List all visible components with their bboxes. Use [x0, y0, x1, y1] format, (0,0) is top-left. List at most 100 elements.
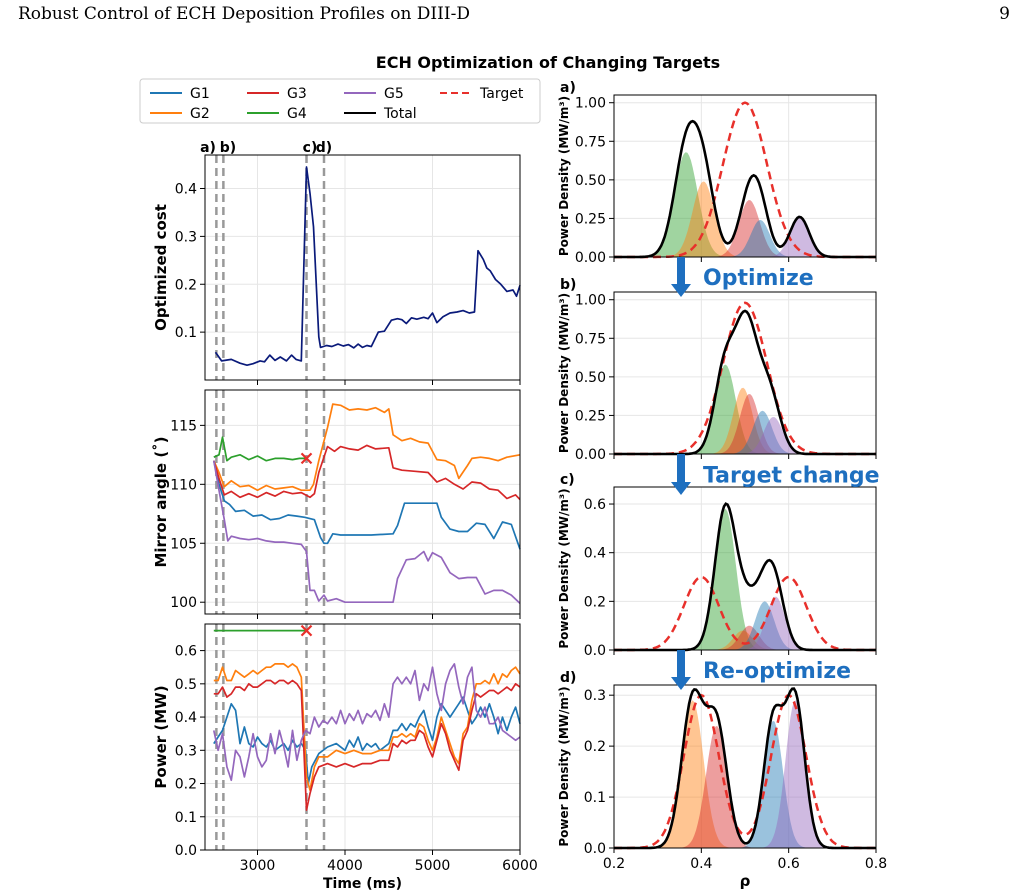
panel-b-ylabel: Power Density (MW/m³)	[557, 293, 571, 453]
panel-b-ytick-label: 0.25	[575, 408, 606, 424]
power-series-g1	[213, 696, 521, 785]
angle-ytick-label: 115	[170, 418, 197, 434]
angle-series-g3	[212, 444, 521, 501]
panel-d-ytick-label: 0.2	[584, 739, 606, 755]
panel-d-fill-g2	[614, 700, 876, 848]
panel-a-fill-g4	[614, 152, 876, 257]
angle-series-g4	[213, 436, 307, 462]
panel-d-ytick-label: 0.1	[584, 790, 606, 806]
panel-a-axes-frame	[613, 94, 877, 258]
panel-d-total	[614, 687, 876, 850]
running-title: Robust Control of ECH Deposition Profile…	[18, 4, 470, 24]
angle-ytick-label: 110	[170, 477, 197, 493]
cost-ytick-label: 0.1	[175, 325, 197, 341]
arrow-label-1: Optimize	[703, 266, 814, 291]
power-series-g3	[213, 679, 521, 811]
legend-label-total: Total	[383, 106, 417, 122]
panel-d-target	[614, 693, 876, 850]
power-ytick-label: 0.6	[175, 644, 197, 660]
power-ytick-label: 0.3	[175, 743, 197, 759]
power-xtick-label: 4000	[327, 858, 363, 874]
arrow-shaft-1	[677, 257, 685, 285]
panel-d-label: d)	[560, 670, 576, 686]
panel-a-ytick-label: 0.25	[575, 211, 606, 227]
panel-d-xtick-label: 0.6	[778, 856, 800, 872]
panel-a-ylabel: Power Density (MW/m³)	[557, 96, 571, 256]
panel-d-ytick-label: 0.3	[584, 688, 606, 704]
angle-x-marker	[300, 452, 313, 465]
panel-a-fill-g3	[614, 200, 876, 257]
panel-c-fill-g3	[614, 625, 876, 650]
panel-b-ytick-label: 0.00	[575, 447, 606, 463]
angle-series-g5	[212, 460, 521, 605]
panel-d-xtick-label: 0.2	[603, 856, 625, 872]
panel-c-ytick-label: 0.2	[584, 594, 606, 610]
cost-axes-frame	[204, 154, 521, 381]
panel-a-label: a)	[560, 80, 576, 96]
panel-c-ytick-label: 0.4	[584, 546, 606, 562]
running-header: Robust Control of ECH Deposition Profile…	[18, 4, 1010, 26]
cost-series-cost	[214, 166, 521, 367]
figure-title: ECH Optimization of Changing Targets	[376, 53, 720, 72]
power-xtick-label: 3000	[240, 858, 276, 874]
legend-label-g4: G4	[287, 106, 307, 122]
panel-a-fill-g5	[614, 216, 876, 257]
arrow-shaft-2	[677, 454, 685, 483]
legend: G1 G3 G5 Target G2 G4 Total	[139, 78, 541, 124]
power-ytick-label: 0.2	[175, 777, 197, 793]
cost-ytick-label: 0.2	[175, 277, 197, 293]
panel-b-axes-frame	[613, 291, 877, 455]
power-xtick-label: 5000	[415, 858, 451, 874]
panel-a-ytick-label: 1.00	[575, 96, 606, 112]
panel-c-ylabel: Power Density (MW/m³)	[557, 488, 571, 648]
angle-ylabel: Mirror angle (˚)	[152, 436, 170, 567]
event-label-c: c)	[303, 140, 318, 156]
panel-b-label: b)	[560, 277, 576, 293]
angle-ytick-label: 100	[170, 595, 197, 611]
panel-b-fill-g3	[614, 394, 876, 454]
power-ytick-label: 0.0	[175, 843, 197, 859]
legend-label-g2: G2	[190, 106, 210, 122]
panel-a-ytick-label: 0.75	[575, 134, 606, 150]
panel-d-ylabel: Power Density (MW/m³)	[557, 686, 571, 846]
power-ytick-label: 0.1	[175, 810, 197, 826]
legend-box	[139, 78, 541, 124]
power-ytick-label: 0.5	[175, 677, 197, 693]
panel-d-axes-frame	[613, 684, 877, 849]
power-axes-frame	[204, 623, 521, 851]
power-ytick-label: 0.4	[175, 710, 197, 726]
legend-label-g5: G5	[384, 86, 404, 102]
event-label-b: b)	[220, 140, 236, 156]
panel-a-fill-g1	[614, 220, 876, 257]
panel-a-ytick-label: 0.50	[575, 173, 606, 189]
panel-b-ytick-label: 0.75	[575, 331, 606, 347]
power-xlabel: Time (ms)	[323, 876, 402, 892]
panel-b-ytick-label: 0.50	[575, 370, 606, 386]
panel-d-ytick-label: 0.0	[584, 841, 606, 857]
panels: 0.1 0.2 0.3 0.4 Optimized cost 100 105 110 115Mi…	[152, 80, 887, 892]
power-x-marker	[300, 624, 313, 637]
legend-label-target: Target	[479, 86, 524, 102]
panel-c-axes-frame	[613, 486, 877, 651]
arrow-label-3: Re-optimize	[703, 659, 851, 684]
panel-c-ytick-label: 0.6	[584, 497, 606, 513]
arrow-head-3	[671, 677, 691, 690]
legend-label-g3: G3	[287, 86, 307, 102]
power-xtick-label: 6000	[502, 858, 538, 874]
arrow-shaft-3	[677, 650, 685, 678]
cost-ylabel: Optimized cost	[152, 204, 170, 331]
angle-series-g2	[213, 403, 521, 492]
panel-d-xlabel: ρ	[740, 872, 751, 890]
power-ylabel: Power (MW)	[152, 685, 170, 788]
panel-c-label: c)	[560, 472, 575, 488]
panel-b-fill-g2	[614, 387, 876, 454]
panel-c-fill-g2	[614, 630, 876, 650]
panel-d-fill-g3	[614, 725, 876, 848]
power-series-g5	[212, 663, 521, 782]
panel-d-fill-g5	[614, 700, 876, 848]
event-label-a: a)	[200, 140, 216, 156]
angle-axes-frame	[204, 389, 521, 615]
panel-d-fill-g1	[614, 720, 876, 848]
cost-ytick-label: 0.3	[175, 229, 197, 245]
